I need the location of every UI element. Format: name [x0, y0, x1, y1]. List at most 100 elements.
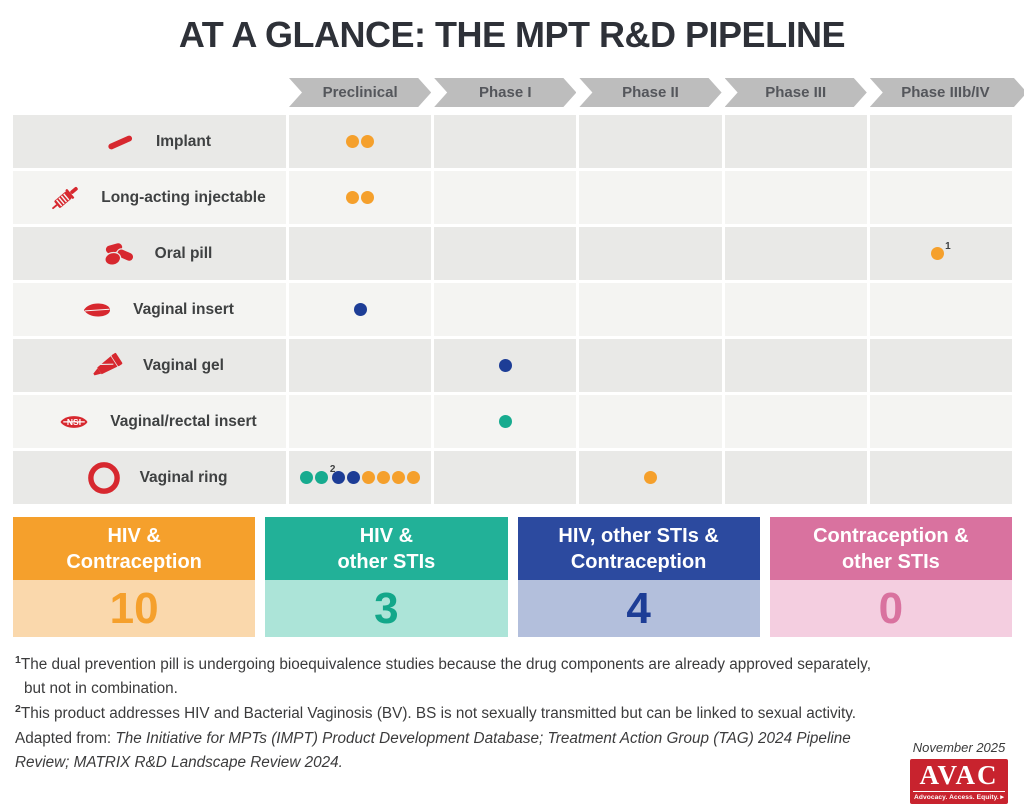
summary-header: HIV, other STIs & Contraception — [517, 517, 760, 580]
date-label: November 2025 — [912, 740, 1006, 755]
pipeline-table: Preclinical Phase I Phase II Phase III P… — [13, 78, 1012, 504]
dot-group — [498, 359, 512, 372]
pipeline-dot-orange — [377, 471, 391, 484]
cell-oralpill-phase3 — [724, 227, 867, 280]
summary-box-hiv-contraception: HIV & Contraception 10 — [13, 517, 256, 637]
cell-gel-preclinical — [289, 339, 432, 392]
cell-ring-phase1 — [434, 451, 577, 504]
pipeline-dot-teal — [299, 471, 313, 484]
gel-tube-icon — [87, 348, 141, 384]
cell-vrinsert-phase1 — [434, 395, 577, 448]
pipeline-dot-teal — [498, 415, 512, 428]
row-label-cell: Implant — [13, 115, 286, 168]
pipeline-dot-orange — [346, 135, 360, 148]
cell-injectable-phase1 — [434, 171, 577, 224]
cell-implant-phase1 — [434, 115, 577, 168]
footnote-1-text: The dual prevention pill is undergoing b… — [20, 656, 871, 698]
dot-superscript: 2 — [329, 463, 336, 475]
footnote-2-text: This product addresses HIV and Bacterial… — [20, 705, 857, 723]
ring-icon — [84, 459, 138, 497]
source-citation: The Initiative for MPTs (IMPT) Product D… — [15, 729, 851, 771]
summary-label-line2: other STIs — [337, 550, 436, 573]
cell-injectable-preclinical — [289, 171, 432, 224]
cell-injectable-phase2 — [579, 171, 722, 224]
cell-implant-phase2 — [579, 115, 722, 168]
dot-group — [314, 471, 328, 484]
summary-body: 4 — [517, 580, 760, 637]
footnote-1: 1The dual prevention pill is undergoing … — [15, 652, 883, 701]
dot-group — [498, 415, 512, 428]
dot-group — [347, 471, 361, 484]
cell-vinsert-preclinical — [289, 283, 432, 336]
dot-group — [362, 471, 376, 484]
nsi-insert-icon: NSI — [54, 407, 108, 437]
pipeline-dot-navy — [353, 303, 367, 316]
dot-group — [377, 471, 391, 484]
phase-header-phase3b4: Phase IIIb/IV — [870, 78, 1024, 107]
summary-label-line1: HIV & — [359, 524, 414, 547]
summary-body: 3 — [265, 580, 508, 637]
summary-body: 0 — [769, 580, 1012, 637]
phase-header-spacer — [13, 78, 286, 107]
summary-header: Contraception & other STIs — [769, 517, 1012, 580]
cell-vinsert-phase2 — [579, 283, 722, 336]
source-prefix: Adapted from: — [15, 729, 116, 747]
summary-box-contraception-stis: Contraception & other STIs 0 — [769, 517, 1012, 637]
row-label: Oral pill — [154, 244, 213, 262]
cell-oralpill-phase1 — [434, 227, 577, 280]
pipeline-dot-orange — [346, 191, 360, 204]
cell-implant-phase3 — [724, 115, 867, 168]
cell-implant-preclinical — [289, 115, 432, 168]
cell-implant-phase3b4 — [869, 115, 1012, 168]
phase-header-phase1: Phase I — [434, 78, 576, 107]
syringe-icon — [45, 181, 99, 215]
cell-vrinsert-preclinical — [289, 395, 432, 448]
cell-ring-preclinical: 2 — [289, 451, 432, 504]
footnote-2: 2This product addresses HIV and Bacteria… — [15, 701, 883, 726]
row-label-cell: Vaginal ring — [13, 451, 286, 504]
footnote-2-marker: 2 — [15, 703, 21, 716]
dot-group — [346, 191, 360, 204]
cell-oralpill-preclinical — [289, 227, 432, 280]
source-line: Adapted from: The Initiative for MPTs (I… — [15, 727, 883, 775]
summary-label-line1: HIV, other STIs & — [558, 524, 719, 547]
cell-ring-phase3 — [724, 451, 867, 504]
dot-group — [346, 135, 360, 148]
row-label-cell: Oral pill — [13, 227, 286, 280]
cell-ring-phase3b4 — [869, 451, 1012, 504]
footnotes: 1The dual prevention pill is undergoing … — [15, 652, 883, 775]
summary-count: 10 — [109, 583, 159, 633]
row-label: Implant — [155, 132, 212, 150]
summary-count: 3 — [374, 583, 399, 633]
cell-injectable-phase3b4 — [869, 171, 1012, 224]
cell-oralpill-phase3b4: 1 — [869, 227, 1012, 280]
pipeline-dot-orange — [392, 471, 406, 484]
pipeline-dot-orange — [407, 471, 421, 484]
cell-gel-phase3 — [724, 339, 867, 392]
dot-group — [361, 191, 375, 204]
dot-group — [643, 471, 657, 484]
summary-header: HIV & Contraception — [13, 517, 256, 580]
phase-header-phase2: Phase II — [579, 78, 721, 107]
cell-vinsert-phase3b4 — [869, 283, 1012, 336]
cell-ring-phase2 — [579, 451, 722, 504]
summary-box-hiv-stis-contraception: HIV, other STIs & Contraception 4 — [517, 517, 760, 637]
summary-count: 4 — [626, 583, 651, 633]
row-label: Vaginal/rectal insert — [110, 412, 257, 430]
pipeline-dot-orange — [361, 135, 375, 148]
cell-vrinsert-phase3 — [724, 395, 867, 448]
summary-label-line1: HIV & — [107, 524, 161, 547]
vaginal-insert-icon — [77, 295, 131, 325]
cell-vrinsert-phase2 — [579, 395, 722, 448]
pipeline-dot-navy — [347, 471, 361, 484]
dot-group — [407, 471, 421, 484]
summary-header: HIV & other STIs — [265, 517, 508, 580]
dot-group — [392, 471, 406, 484]
dot-group: 2 — [330, 464, 346, 484]
dot-group — [361, 135, 375, 148]
summary-label-line2: Contraception — [570, 550, 707, 573]
row-label: Vaginal insert — [133, 300, 234, 318]
summary-label-line2: other STIs — [841, 550, 940, 573]
row-label-cell: Vaginal gel — [13, 339, 286, 392]
cell-gel-phase3b4 — [869, 339, 1012, 392]
